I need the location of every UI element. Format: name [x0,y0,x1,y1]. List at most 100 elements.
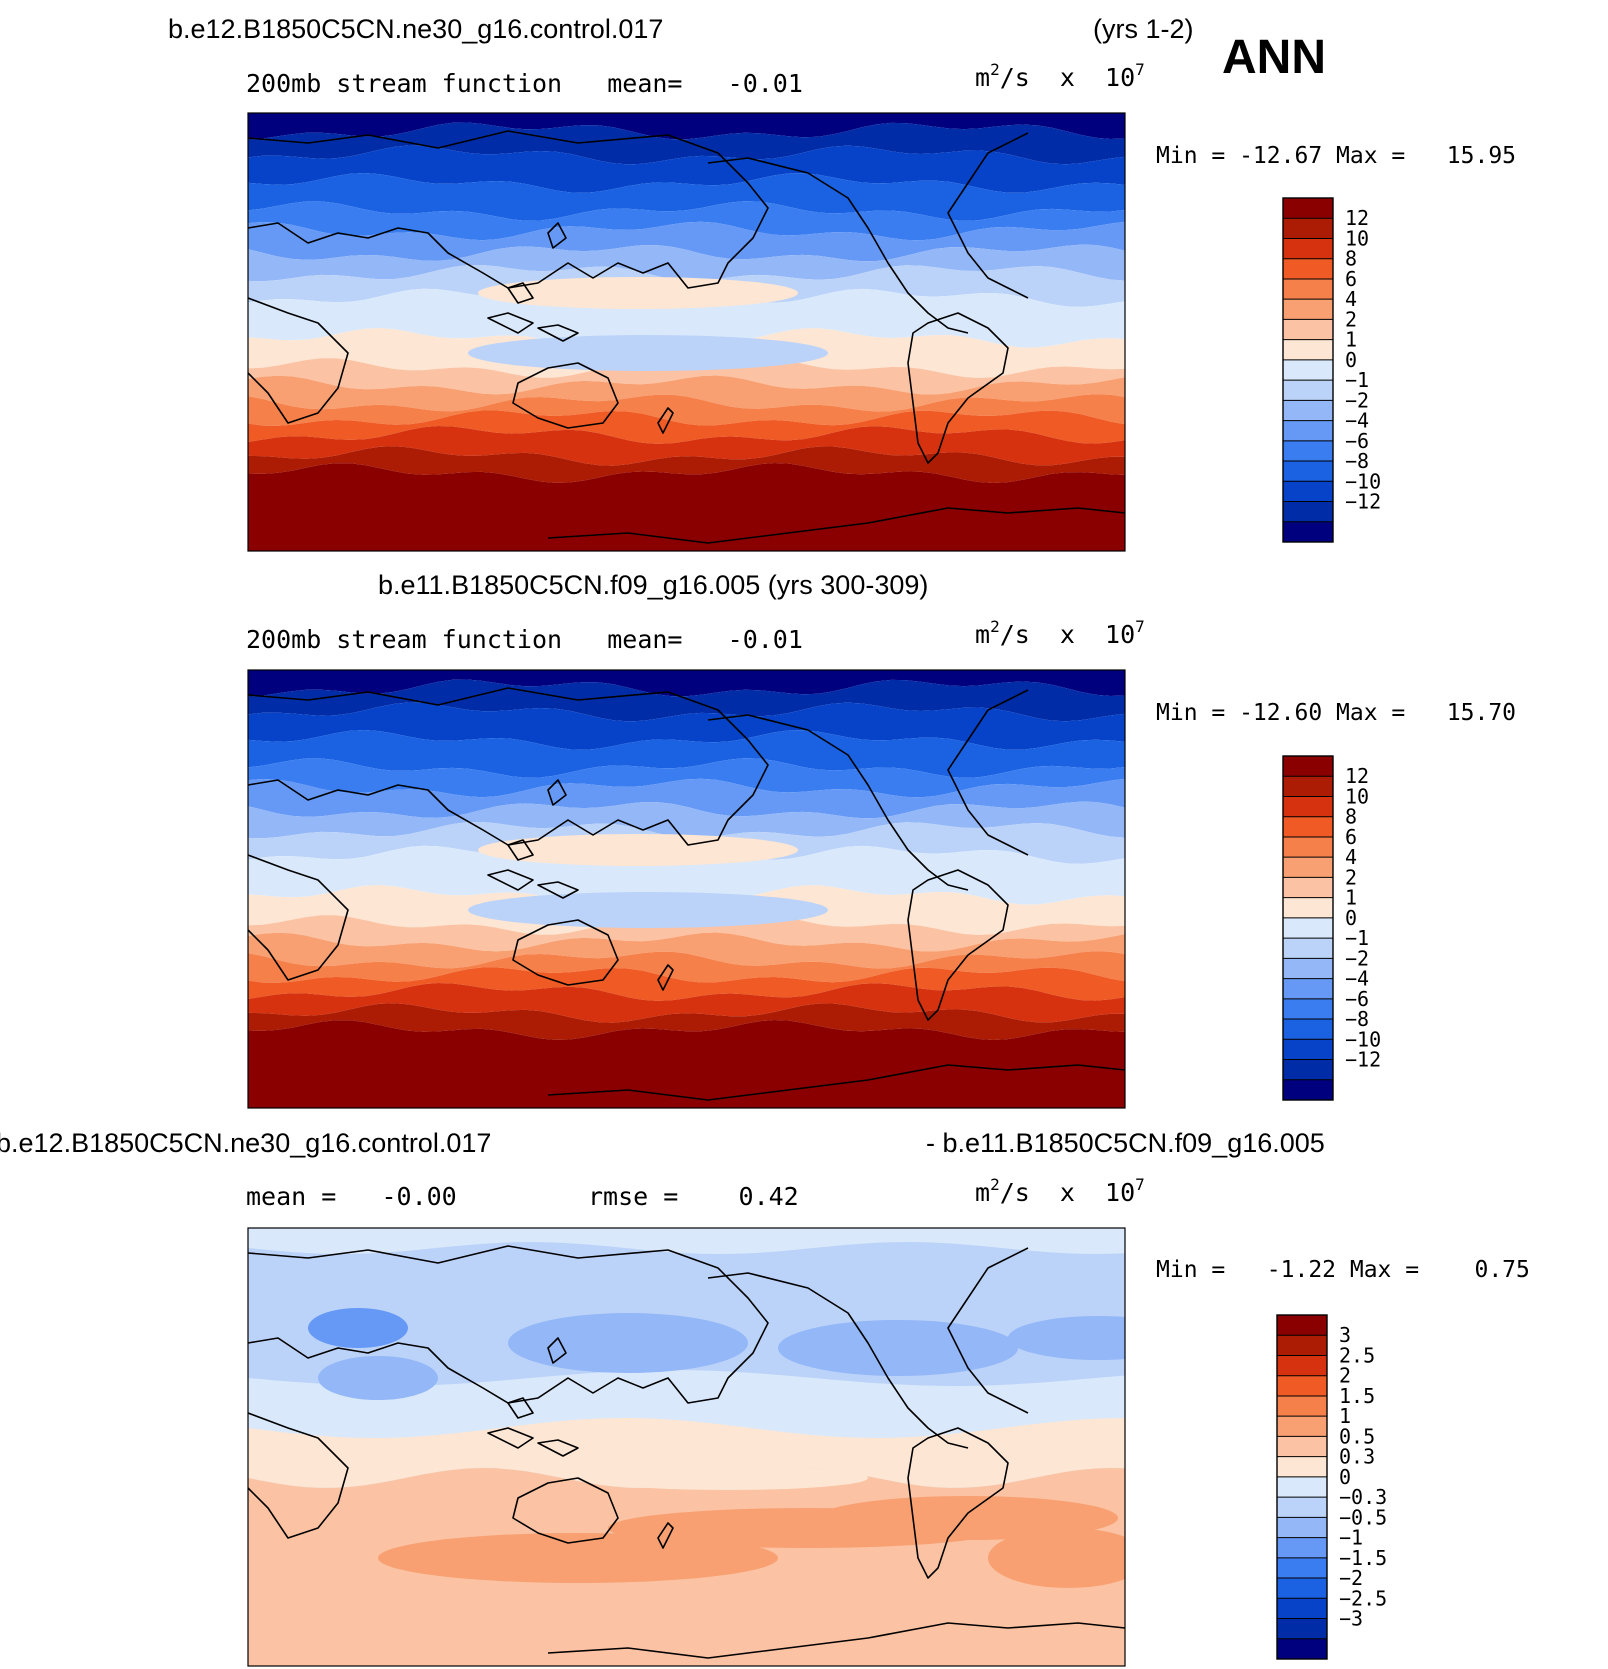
colorbar-tick-label: −1 [1345,926,1369,950]
panel2-title: b.e11.B1850C5CN.f09_g16.005 (yrs 300-309… [378,570,928,600]
colorbar-tick-label: −8 [1345,1007,1369,1031]
colorbar-swatch [1277,1557,1327,1579]
colorbar-swatch [1277,1335,1327,1356]
panel-control: b.e12.B1850C5CN.ne30_g16.control.017 (yr… [168,14,1516,552]
colorbar-tick-label: −10 [1345,1027,1381,1051]
stream-band [248,801,1125,839]
coastline [537,324,579,342]
panel1-map-border [247,112,1126,552]
panel2-map [248,670,1125,1108]
colorbar-swatch [1283,319,1333,341]
coastline [907,869,1009,1021]
diff-anomaly [988,1528,1125,1588]
colorbar-tick-label: −1 [1339,1526,1363,1550]
colorbar-swatch [1277,1598,1327,1619]
season-label: ANN [1222,31,1326,84]
colorbar-tick-label: 0 [1345,348,1357,372]
colorbar-tick-label: −12 [1345,490,1381,514]
colorbar-swatch [1283,796,1333,818]
diff-anomaly [308,1308,408,1348]
stream-band [248,730,1125,778]
stream-band [248,1020,1125,1108]
panel3-units-sq: 2 [990,1175,1000,1194]
panel3-rmse: rmse = 0.42 [588,1182,799,1211]
stream-band [248,173,1125,221]
colorbar-swatch [1283,238,1333,260]
panel1-minmax: Min = -12.67 Max = 15.95 [1156,143,1516,169]
stream-band [248,145,1125,193]
colorbar-swatch [1283,917,1333,939]
stream-band [248,244,1125,282]
coastline [248,297,349,424]
colorbar-swatch [1277,1537,1327,1559]
stream-band [248,845,1125,905]
colorbar-border [1276,1314,1328,1660]
colorbar-swatch [1283,776,1333,797]
colorbar-swatch [1283,299,1333,320]
panel3-units: m2/s x 107 [975,1175,1145,1207]
colorbar-swatch [1283,380,1333,401]
panel2-coastlines [248,687,1125,1101]
colorbar-tick-label: −2 [1339,1566,1363,1590]
stream-band [248,670,1125,697]
colorbar-tick-label: 8 [1345,247,1357,271]
coastline [507,1397,534,1419]
coastline [512,919,619,986]
colorbar-swatch [1283,501,1333,523]
colorbar-tick-label: −4 [1345,967,1369,991]
colorbar-tick-label: −6 [1345,429,1369,453]
colorbar-swatch [1283,857,1333,878]
stream-band [248,113,1125,140]
colorbar-tick-label: −0.3 [1339,1485,1387,1509]
panel2-units-sq: 2 [990,617,1000,636]
panel3-map-border [247,1227,1126,1667]
coastline [248,687,769,846]
diff-band [248,1418,1125,1488]
panel-case: b.e11.B1850C5CN.f09_g16.005 (yrs 300-309… [246,570,1516,1109]
panel1-units-rest: /s x 10 [1000,63,1135,92]
colorbar-tick-label: 2 [1345,307,1357,331]
colorbar-tick-label: −6 [1345,987,1369,1011]
panel3-units-exp: 7 [1135,1175,1145,1194]
panel1-subtitle: 200mb stream function mean= -0.01 [246,69,803,98]
colorbar-tick-label: 6 [1345,267,1357,291]
panel2-map-border [247,669,1126,1109]
colorbar-swatch [1283,400,1333,421]
panel1-coastlines [248,130,1125,544]
colorbar-tick-label: 0 [1345,906,1357,930]
panel3-map [248,1228,1125,1666]
colorbar-tick-label: 0.3 [1339,1445,1375,1469]
colorbar-swatch [1277,1497,1327,1518]
colorbar-tick-label: −12 [1345,1048,1381,1072]
colorbar-tick-label: 1 [1345,328,1357,352]
panel1-units-exp: 7 [1135,60,1145,79]
panel2-minmax: Min = -12.60 Max = 15.70 [1156,700,1516,726]
panel1-units-base: m [975,63,990,92]
colorbar-swatch [1283,897,1333,919]
panel2-units: m2/s x 107 [975,617,1145,649]
colorbar-swatch [1283,440,1333,462]
stream-band [248,463,1125,551]
stream-band [248,375,1125,412]
coastline [507,282,534,304]
colorbar-swatch [1283,420,1333,442]
coastline [947,689,1029,856]
panel1-units-sq: 2 [990,60,1000,79]
stream-band [248,288,1125,348]
panel3-units-base: m [975,1178,990,1207]
colorbar-tick-label: −2 [1345,946,1369,970]
colorbar-tick-label: −1 [1345,368,1369,392]
stream-band [248,446,1125,483]
colorbar-swatch [1283,521,1333,543]
colorbar-tick-label: −2.5 [1339,1586,1387,1610]
colorbar-swatch [1283,1039,1333,1060]
panel-difference: b.e12.B1850C5CN.ne30_g16.control.017 - b… [0,1128,1530,1667]
panel1-units: m2/s x 107 [975,60,1145,92]
colorbar-swatch [1283,836,1333,858]
panel3-mean: mean = -0.00 [246,1182,457,1211]
coastline [537,1439,579,1457]
colorbar-swatch [1283,816,1333,838]
colorbar-swatch [1283,481,1333,502]
